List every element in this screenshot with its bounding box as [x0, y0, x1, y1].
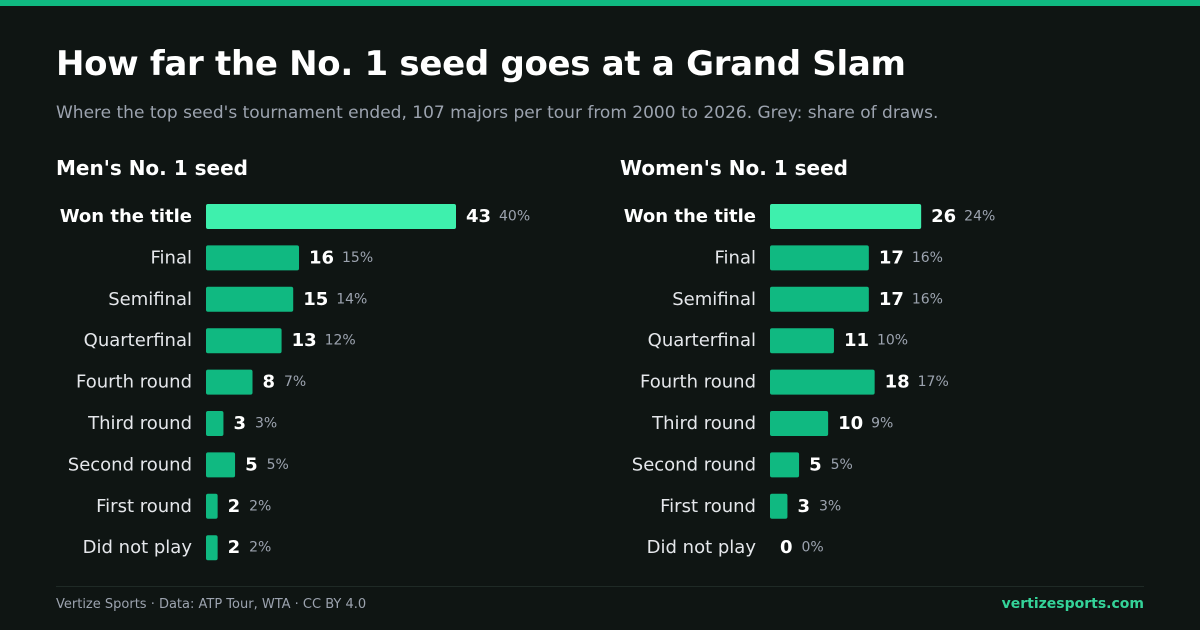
women-bar: [770, 493, 788, 519]
women-percent-label: 17%: [918, 374, 949, 390]
women-category-label: First round: [660, 496, 756, 517]
women-percent-label: 0%: [802, 540, 824, 556]
women-percent-label: 16%: [912, 250, 943, 266]
women-category-label: Second round: [632, 454, 756, 475]
women-bar: [770, 452, 800, 478]
accent-top-bar: [0, 0, 1200, 6]
women-category-label: Did not play: [647, 537, 757, 558]
women-value-label: 10: [838, 413, 863, 434]
men-percent-label: 15%: [342, 250, 373, 266]
women-value-label: 26: [931, 206, 956, 227]
men-percent-label: 14%: [336, 291, 367, 307]
men-value-label: 3: [233, 413, 246, 434]
women-bar-chart: Won the title 26 24% Final 17 16% Semifinal 17 1…: [624, 204, 995, 558]
women-value-label: 17: [879, 289, 904, 310]
men-bar-chart: Won the title 43 40% Final 16 15% Semifinal 15 1…: [60, 204, 530, 561]
men-percent-label: 5%: [267, 457, 289, 473]
footer-divider: [56, 586, 1144, 587]
men-percent-label: 12%: [325, 333, 356, 349]
men-percent-label: 2%: [249, 540, 271, 556]
women-category-label: Won the title: [624, 206, 756, 227]
men-value-label: 43: [466, 206, 491, 227]
women-bar: [770, 204, 922, 229]
women-bar: [770, 245, 869, 271]
women-value-label: 18: [885, 372, 910, 393]
men-value-label: 2: [228, 496, 241, 517]
men-bar: [206, 493, 218, 519]
men-bar: [206, 535, 218, 561]
men-value-label: 5: [245, 454, 258, 475]
women-value-label: 17: [879, 247, 904, 268]
page-subtitle: Where the top seed's tournament ended, 1…: [56, 103, 939, 123]
men-bar: [206, 328, 282, 354]
women-category-label: Third round: [651, 413, 756, 434]
men-category-label: Won the title: [60, 206, 192, 227]
men-category-label: Third round: [87, 413, 192, 434]
women-percent-label: 16%: [912, 291, 943, 307]
men-category-label: Did not play: [83, 537, 193, 558]
women-bar: [770, 369, 875, 395]
men-value-label: 16: [309, 247, 334, 268]
women-category-label: Fourth round: [640, 372, 756, 393]
men-category-label: Final: [151, 247, 192, 268]
women-bar: [770, 286, 869, 312]
men-category-label: Second round: [68, 454, 192, 475]
men-percent-label: 2%: [249, 498, 271, 514]
page-title: How far the No. 1 seed goes at a Grand S…: [56, 44, 906, 84]
men-bar: [206, 411, 224, 436]
men-bar: [206, 452, 236, 478]
men-category-label: First round: [96, 496, 192, 517]
women-category-label: Quarterfinal: [648, 330, 756, 351]
women-percent-label: 24%: [964, 209, 995, 225]
women-chart-title: Women's No. 1 seed: [620, 156, 848, 180]
men-bar: [206, 245, 300, 271]
men-percent-label: 7%: [284, 374, 306, 390]
women-bar: [770, 411, 829, 436]
men-category-label: Semifinal: [108, 289, 192, 310]
men-percent-label: 3%: [255, 416, 277, 432]
footer-site-link[interactable]: vertizesports.com: [1001, 596, 1144, 612]
men-bar: [206, 286, 294, 312]
women-value-label: 3: [797, 496, 810, 517]
women-percent-label: 5%: [831, 457, 853, 473]
footer-credit: Vertize Sports · Data: ATP Tour, WTA · C…: [56, 597, 367, 612]
men-value-label: 2: [228, 537, 241, 558]
women-bar: [770, 328, 834, 354]
women-category-label: Final: [715, 247, 756, 268]
women-percent-label: 10%: [877, 333, 908, 349]
men-bar: [206, 369, 253, 395]
men-category-label: Fourth round: [76, 372, 192, 393]
women-percent-label: 9%: [871, 416, 893, 432]
men-chart-panel: Men's No. 1 seed Won the title 43 40% Final…: [56, 150, 596, 570]
men-chart-title: Men's No. 1 seed: [56, 156, 248, 180]
women-category-label: Semifinal: [672, 289, 756, 310]
women-value-label: 11: [844, 330, 869, 351]
women-chart-panel: Women's No. 1 seed Won the title 26 24% Fin…: [620, 150, 1160, 570]
men-value-label: 15: [303, 289, 328, 310]
men-value-label: 13: [292, 330, 317, 351]
women-value-label: 5: [809, 454, 822, 475]
men-value-label: 8: [263, 372, 276, 393]
women-value-label: 0: [780, 537, 793, 558]
men-percent-label: 40%: [499, 209, 530, 225]
men-bar: [206, 204, 456, 229]
men-category-label: Quarterfinal: [84, 330, 192, 351]
women-percent-label: 3%: [819, 498, 841, 514]
